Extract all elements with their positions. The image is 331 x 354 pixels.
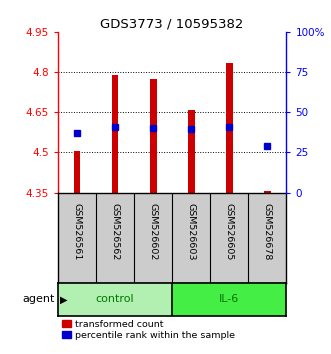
Text: GSM526562: GSM526562 [111,204,119,261]
Title: GDS3773 / 10595382: GDS3773 / 10595382 [100,18,244,31]
Text: IL-6: IL-6 [219,295,239,304]
Bar [58,283,172,316]
Text: control: control [96,295,134,304]
Bar [226,63,233,193]
Text: GSM526605: GSM526605 [225,204,234,261]
Text: GSM526678: GSM526678 [263,204,272,261]
Legend: transformed count, percentile rank within the sample: transformed count, percentile rank withi… [60,318,236,342]
Text: ▶: ▶ [60,295,67,304]
Bar [264,191,271,193]
Text: GSM526603: GSM526603 [187,204,196,261]
Bar [150,79,157,193]
Bar [172,283,286,316]
Text: GSM526602: GSM526602 [149,204,158,261]
Bar [188,110,195,193]
Text: GSM526561: GSM526561 [72,204,81,261]
Text: agent: agent [22,295,55,304]
Bar [73,151,80,193]
Bar [112,75,118,193]
